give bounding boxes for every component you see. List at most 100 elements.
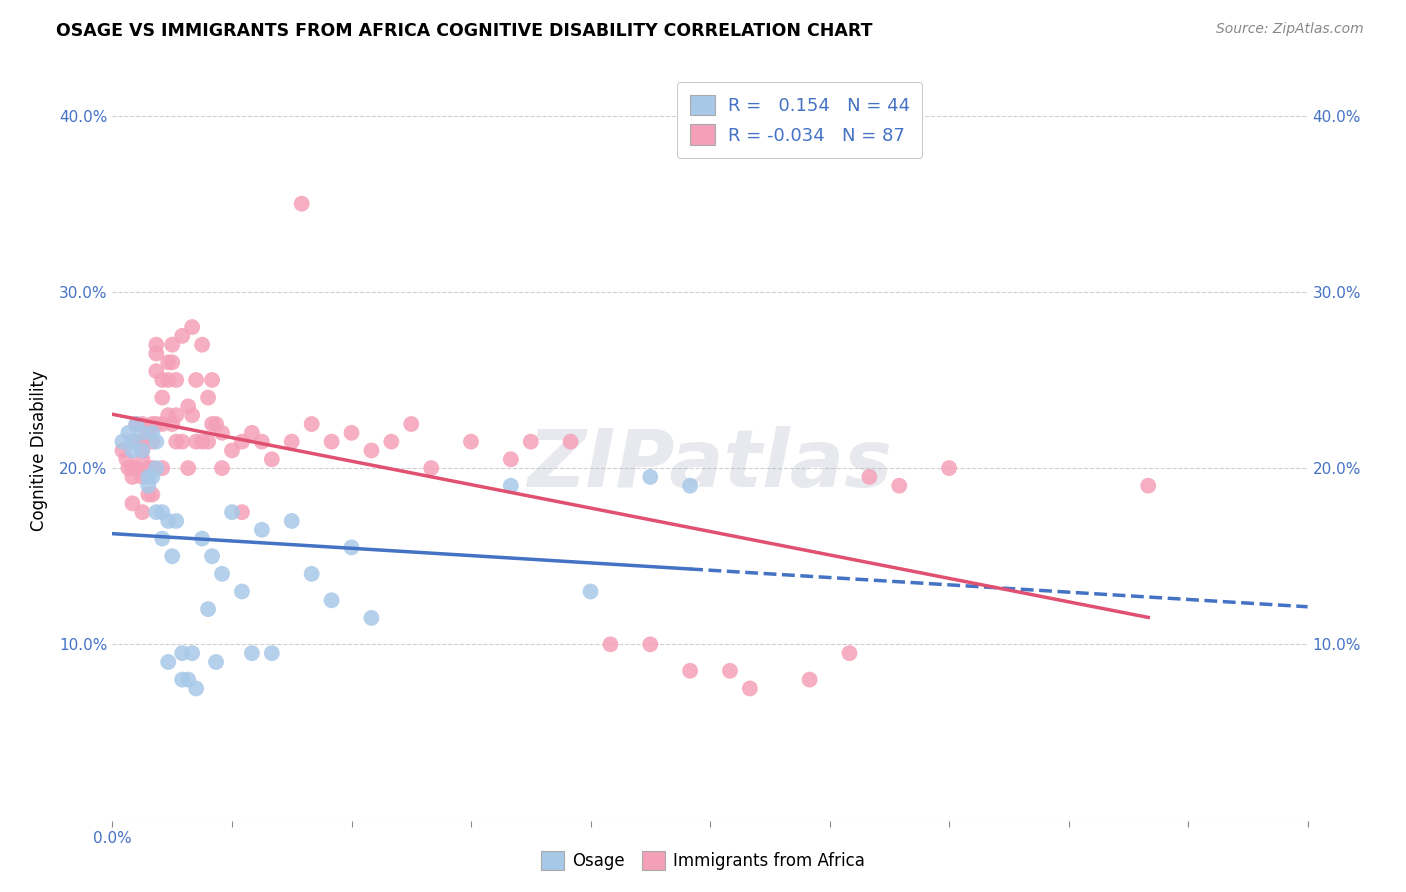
Point — [138, 487, 160, 501]
Point — [131, 434, 153, 449]
Point — [131, 443, 153, 458]
Point — [157, 514, 180, 528]
Point — [340, 541, 363, 555]
Point — [321, 434, 343, 449]
Point — [679, 664, 702, 678]
Point — [150, 505, 173, 519]
Point — [281, 514, 304, 528]
Point — [718, 664, 741, 678]
Point — [186, 434, 208, 449]
Point — [560, 434, 582, 449]
Text: Source: ZipAtlas.com: Source: ZipAtlas.com — [1216, 22, 1364, 37]
Point — [150, 532, 173, 546]
Point — [201, 373, 224, 387]
Point — [165, 434, 187, 449]
Point — [172, 329, 194, 343]
Point — [205, 655, 228, 669]
Point — [145, 337, 167, 351]
Point — [131, 452, 153, 467]
Point — [858, 470, 880, 484]
Point — [221, 443, 243, 458]
Point — [186, 373, 208, 387]
Point — [111, 443, 134, 458]
Point — [172, 646, 194, 660]
Point — [162, 417, 183, 431]
Point — [157, 408, 180, 422]
Point — [172, 673, 194, 687]
Text: ZIPatlas: ZIPatlas — [527, 426, 893, 504]
Point — [121, 496, 143, 510]
Point — [281, 434, 304, 449]
Point — [201, 417, 224, 431]
Point — [141, 461, 163, 475]
Point — [125, 417, 148, 431]
Point — [231, 434, 253, 449]
Point — [340, 425, 363, 440]
Point — [301, 566, 323, 581]
Point — [131, 470, 153, 484]
Point — [145, 417, 167, 431]
Point — [360, 443, 382, 458]
Point — [125, 461, 148, 475]
Point — [1137, 479, 1160, 493]
Point — [125, 417, 148, 431]
Point — [889, 479, 911, 493]
Point — [141, 417, 163, 431]
Point — [177, 400, 200, 414]
Point — [499, 479, 522, 493]
Point — [197, 602, 219, 616]
Point — [938, 461, 960, 475]
Point — [162, 355, 183, 369]
Point — [499, 452, 522, 467]
Point — [138, 470, 160, 484]
Point — [165, 408, 187, 422]
Point — [150, 461, 173, 475]
Point — [197, 391, 219, 405]
Point — [197, 434, 219, 449]
Point — [162, 549, 183, 564]
Point — [191, 337, 214, 351]
Point — [420, 461, 443, 475]
Point — [157, 655, 180, 669]
Point — [121, 434, 143, 449]
Point — [121, 470, 143, 484]
Point — [321, 593, 343, 607]
Point — [260, 452, 283, 467]
Point — [250, 434, 273, 449]
Point — [579, 584, 602, 599]
Point — [838, 646, 860, 660]
Point — [177, 673, 200, 687]
Point — [121, 461, 143, 475]
Point — [111, 434, 134, 449]
Point — [141, 425, 163, 440]
Point — [181, 646, 204, 660]
Point — [145, 346, 167, 360]
Point — [181, 408, 204, 422]
Point — [165, 514, 187, 528]
Point — [138, 479, 160, 493]
Point — [640, 470, 662, 484]
Point — [380, 434, 402, 449]
Point — [157, 355, 180, 369]
Point — [138, 461, 160, 475]
Point — [121, 443, 143, 458]
Point — [640, 637, 662, 651]
Point — [186, 681, 208, 696]
Point — [131, 417, 153, 431]
Point — [150, 391, 173, 405]
Point — [301, 417, 323, 431]
Point — [401, 417, 423, 431]
Point — [141, 487, 163, 501]
Point — [221, 505, 243, 519]
Point — [131, 425, 153, 440]
Point — [240, 425, 263, 440]
Point — [201, 549, 224, 564]
Point — [117, 461, 139, 475]
Point — [125, 434, 148, 449]
Point — [117, 425, 139, 440]
Point — [211, 461, 233, 475]
Point — [211, 566, 233, 581]
Point — [165, 373, 187, 387]
Point — [679, 479, 702, 493]
Point — [599, 637, 621, 651]
